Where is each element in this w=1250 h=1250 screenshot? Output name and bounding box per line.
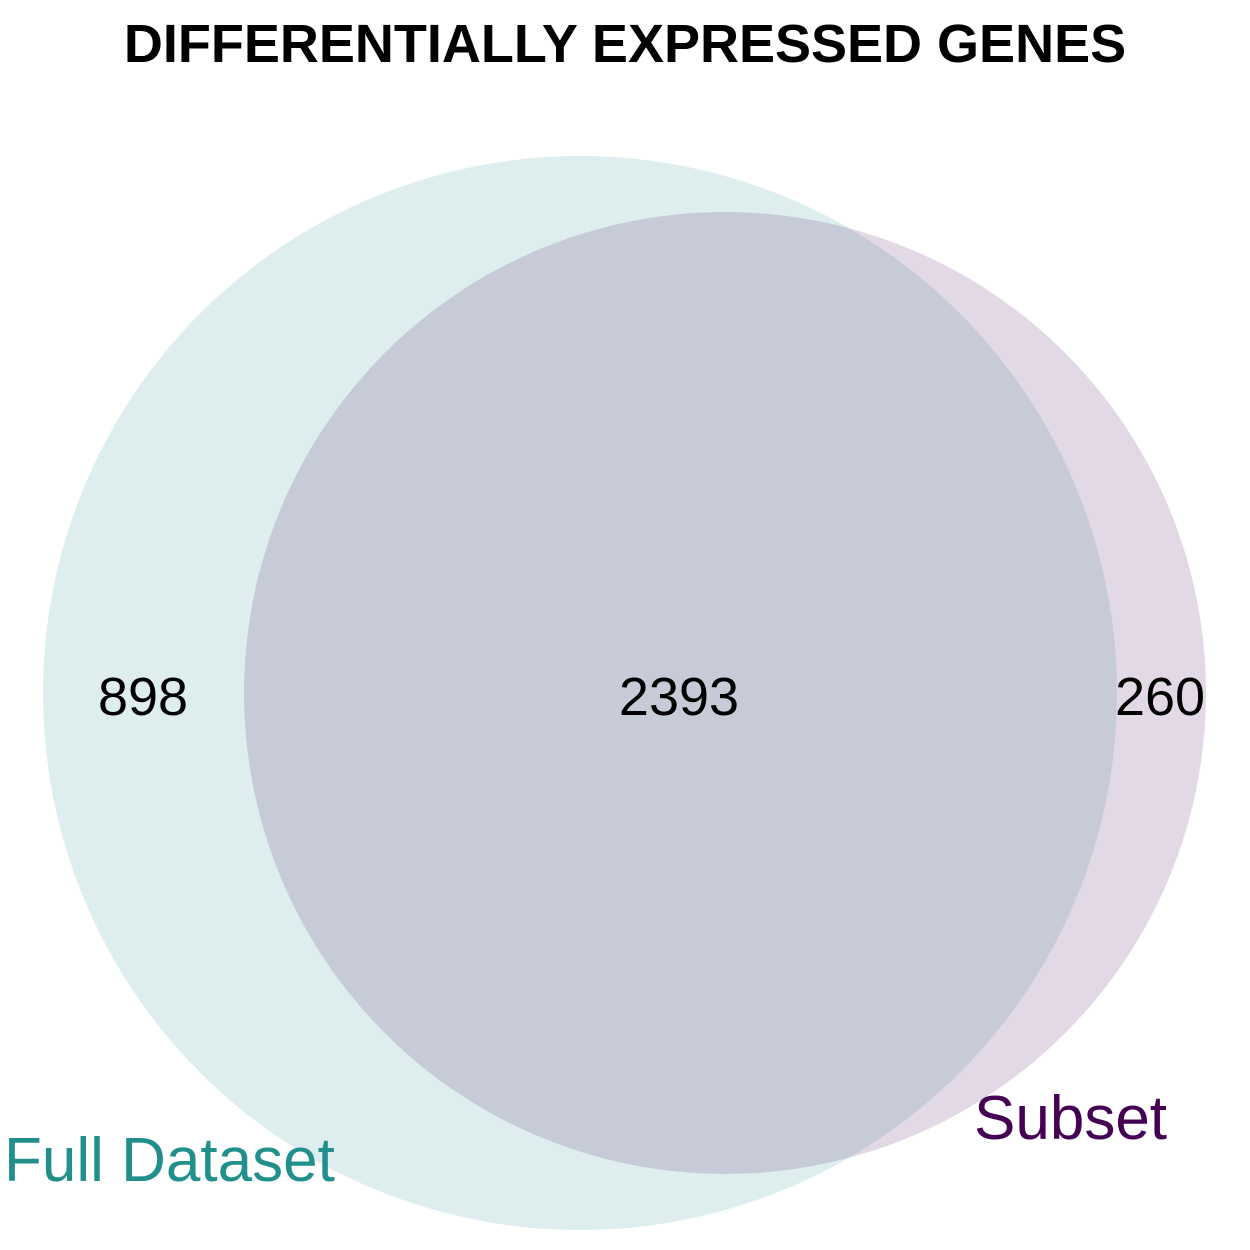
full-dataset-circle: [43, 156, 1117, 1230]
full-dataset-only-count: 898: [98, 667, 188, 727]
full-dataset-label: Full Dataset: [4, 1126, 335, 1195]
subset-circle: [244, 212, 1206, 1174]
subset-label: Subset: [974, 1084, 1167, 1153]
diagram-title: DIFFERENTIALLY EXPRESSED GENES: [124, 14, 1126, 74]
venn-circles: [43, 156, 1206, 1230]
intersection-count: 2393: [619, 667, 739, 727]
subset-only-count: 260: [1115, 667, 1205, 727]
